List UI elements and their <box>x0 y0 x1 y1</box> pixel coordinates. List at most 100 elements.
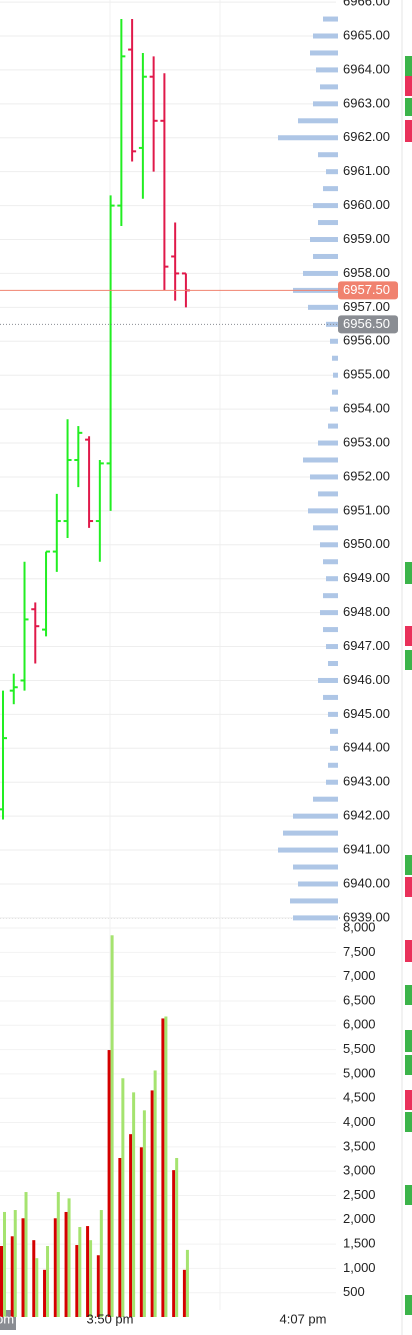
y-tick-label: 6950.00 <box>343 536 390 551</box>
profile-bar <box>323 593 338 599</box>
profile-bar <box>310 474 338 480</box>
volume-bar <box>96 1255 100 1317</box>
profile-bar <box>303 270 338 276</box>
y-tick-label: 6955.00 <box>343 367 390 382</box>
y-tick-label: 2,500 <box>343 1187 376 1202</box>
y-tick-label: 3,500 <box>343 1138 376 1153</box>
y-tick-label: 1,500 <box>343 1236 376 1251</box>
profile-bar <box>290 898 338 904</box>
y-tick-label: 5,500 <box>343 1041 376 1056</box>
y-tick-label: 6958.00 <box>343 265 390 280</box>
profile-bar <box>278 847 338 853</box>
price-marker-label: 6956.50 <box>343 316 390 331</box>
volume-bar <box>56 1192 60 1317</box>
volume-bar <box>110 935 114 1317</box>
y-tick-label: 2,000 <box>343 1211 376 1226</box>
profile-bar <box>303 457 338 463</box>
profile-bar <box>318 491 338 497</box>
profile-bar <box>308 304 338 310</box>
profile-bar <box>318 440 338 446</box>
x-tick-label: 4:07 pm <box>280 1311 327 1326</box>
volume-bar <box>182 1269 186 1317</box>
volume-bar <box>107 1050 111 1317</box>
y-tick-label: 6953.00 <box>343 434 390 449</box>
y-tick-label: 6949.00 <box>343 570 390 585</box>
y-tick-label: 6959.00 <box>343 231 390 246</box>
profile-bar <box>333 372 338 378</box>
volume-bar <box>129 1134 133 1317</box>
profile-bar <box>330 745 338 751</box>
volume-bar <box>3 1211 6 1317</box>
profile-bar <box>323 694 338 700</box>
volume-bar <box>132 1092 136 1317</box>
volume-bar <box>53 1218 57 1317</box>
profile-bar <box>326 644 338 650</box>
y-tick-label: 6,500 <box>343 992 376 1007</box>
volume-bar <box>43 1269 47 1317</box>
y-tick-label: 6,000 <box>343 1017 376 1032</box>
volume-bar <box>46 1246 50 1317</box>
profile-bar <box>293 864 338 870</box>
profile-bar <box>310 237 338 243</box>
profile-bar <box>318 677 338 683</box>
volume-bar <box>164 1016 168 1317</box>
profile-bar <box>330 406 338 412</box>
volume-bar <box>21 1218 25 1317</box>
y-tick-label: 3,000 <box>343 1163 376 1178</box>
profile-bar <box>330 728 338 734</box>
profile-bar <box>313 796 338 802</box>
y-tick-label: 6940.00 <box>343 875 390 890</box>
volume-bar <box>64 1211 68 1317</box>
volume-bar <box>75 1245 79 1317</box>
y-tick-label: 1,000 <box>343 1260 376 1275</box>
volume-bar <box>150 1090 154 1317</box>
profile-bar <box>316 67 338 73</box>
volume-bar <box>86 1226 90 1317</box>
profile-bar <box>326 576 338 582</box>
profile-bar <box>308 508 338 514</box>
volume-bar <box>35 1258 39 1317</box>
profile-bar <box>328 661 338 667</box>
volume-bar <box>139 1147 143 1317</box>
profile-bar <box>328 711 338 717</box>
volume-bar <box>67 1198 71 1317</box>
profile-bar <box>320 610 338 616</box>
volume-bar <box>161 1018 165 1317</box>
y-tick-label: 7,500 <box>343 944 376 959</box>
profile-bar <box>332 355 338 361</box>
profile-bar <box>293 915 338 921</box>
x-tick-label: 3:50 pm <box>87 1311 134 1326</box>
volume-bar <box>172 1170 176 1317</box>
y-tick-label: 6942.00 <box>343 808 390 823</box>
profile-bar <box>328 762 338 768</box>
side-tabs <box>405 56 412 1315</box>
price-marker-box <box>338 315 398 334</box>
profile-bar <box>318 152 338 158</box>
profile-bar <box>326 779 338 785</box>
y-tick-label: 6945.00 <box>343 706 390 721</box>
profile-bar <box>323 627 338 633</box>
y-tick-label: 6941.00 <box>343 841 390 856</box>
profile-bar <box>318 220 338 226</box>
volume-bar <box>89 1240 93 1317</box>
volume-bar <box>0 1246 3 1317</box>
y-tick-label: 6954.00 <box>343 401 390 416</box>
y-tick-label: 6966.00 <box>343 0 390 9</box>
y-tick-label: 4,000 <box>343 1114 376 1129</box>
profile-bar <box>313 525 338 531</box>
y-tick-label: 6956.00 <box>343 333 390 348</box>
volume-bar <box>142 1110 146 1317</box>
x-tick-label: pm <box>0 1311 14 1326</box>
y-tick-label: 6946.00 <box>343 672 390 687</box>
y-tick-label: 6944.00 <box>343 740 390 755</box>
profile-bar <box>310 50 338 56</box>
price-marker-label: 6957.50 <box>343 282 390 297</box>
volume-bar <box>153 1070 157 1317</box>
profile-bar <box>323 16 338 22</box>
y-tick-label: 4,500 <box>343 1090 376 1105</box>
profile-bar <box>313 253 338 259</box>
profile-bar <box>283 830 338 836</box>
profile-bar <box>320 542 338 548</box>
